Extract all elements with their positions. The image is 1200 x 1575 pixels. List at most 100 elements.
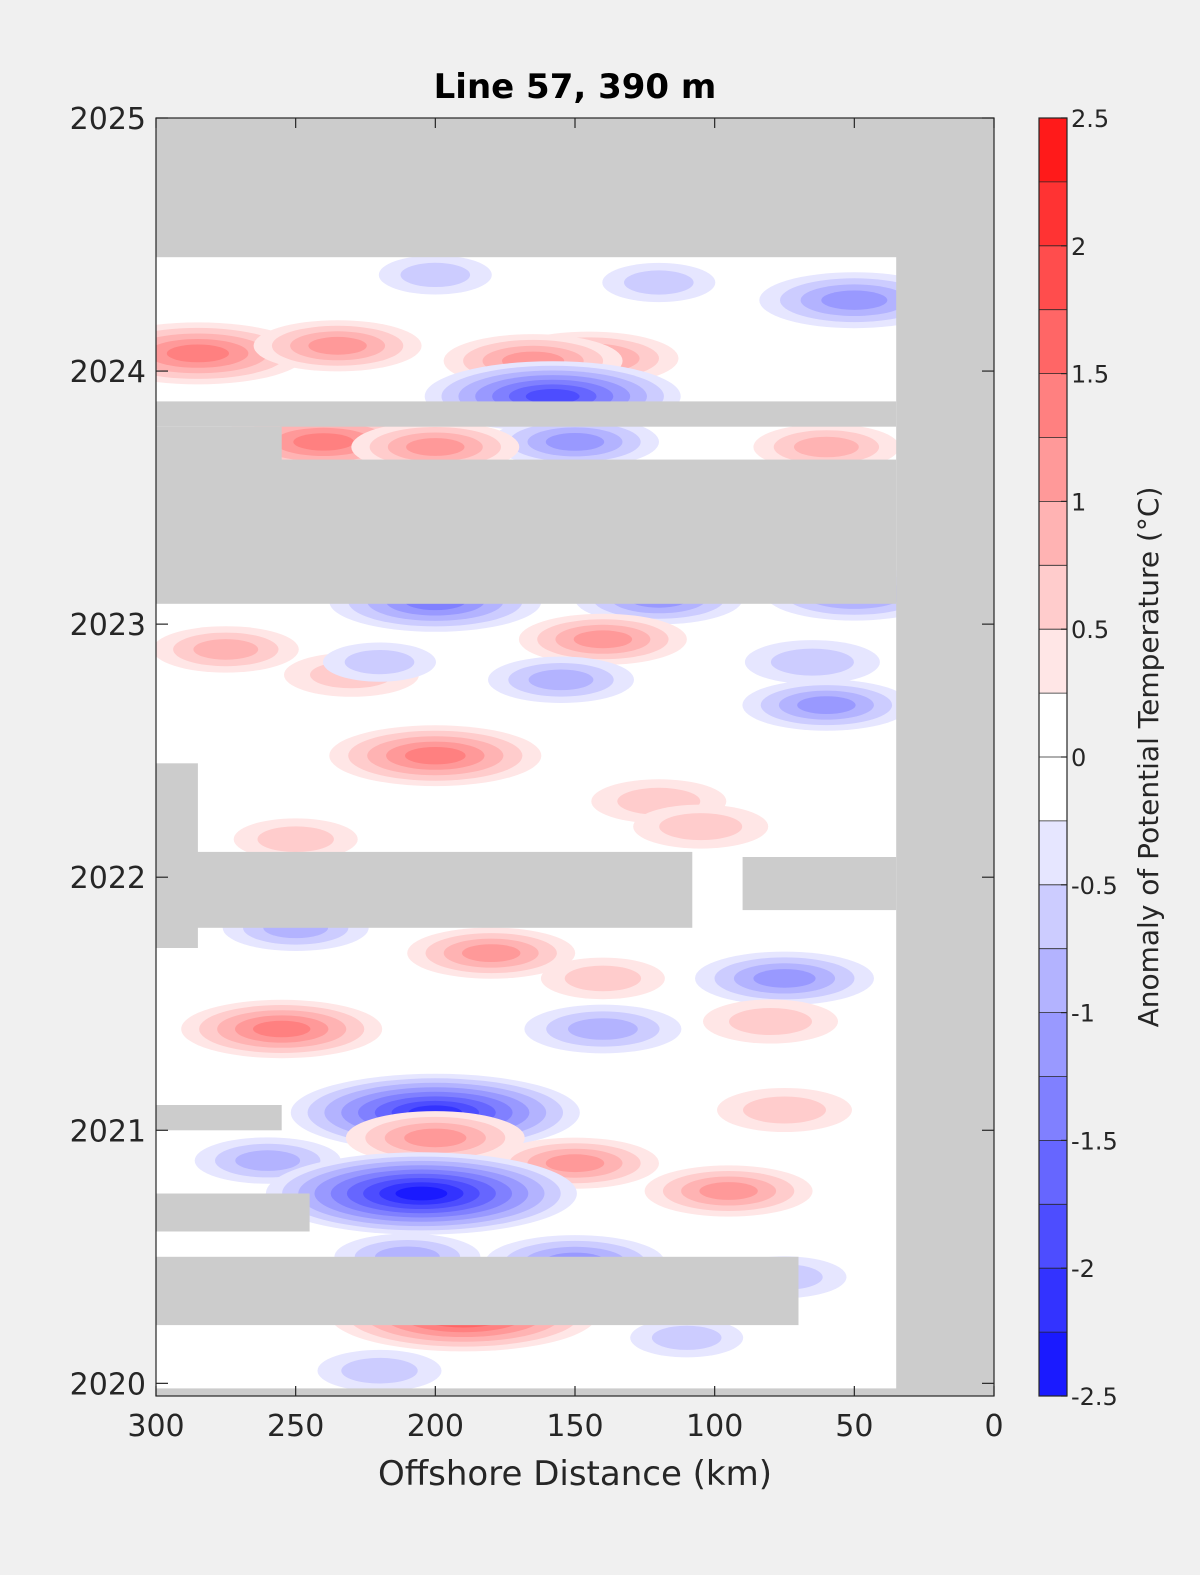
- contour-level: [406, 438, 465, 456]
- x-tick-label: 200: [407, 1409, 464, 1444]
- colorbar-tick-label: 2: [1071, 233, 1086, 261]
- colorbar-segment: [1039, 1268, 1067, 1333]
- anomaly-feature: [491, 1137, 659, 1189]
- contour-level: [395, 1186, 448, 1201]
- colorbar-segment: [1039, 181, 1067, 246]
- anomaly-feature: [630, 1318, 744, 1358]
- anomaly-feature: [633, 804, 769, 849]
- anomaly-feature: [378, 255, 492, 295]
- colorbar-tick-label: 0.5: [1071, 616, 1109, 644]
- x-axis: 300 250 200 150 100 50 0: [127, 118, 1004, 1444]
- contour-level: [341, 1357, 418, 1384]
- contour-level: [405, 747, 466, 765]
- x-tick-label: 0: [984, 1409, 1003, 1444]
- y-tick-label: 2020: [70, 1367, 146, 1402]
- anomaly-feature: [518, 613, 687, 665]
- missing-data-region: [156, 763, 198, 948]
- contour-level: [193, 639, 259, 660]
- contour-level: [528, 669, 594, 691]
- contour-level: [797, 696, 856, 714]
- y-tick-label: 2021: [70, 1114, 146, 1149]
- colorbar-tick-label: -1.5: [1071, 1127, 1118, 1155]
- contour-level: [308, 336, 367, 355]
- y-tick-label: 2022: [70, 861, 146, 896]
- anomaly-feature: [181, 999, 383, 1059]
- colorbar-segment: [1039, 118, 1067, 182]
- anomaly-feature: [323, 642, 436, 682]
- anomaly-feature: [345, 1111, 525, 1165]
- x-tick-label: 250: [267, 1409, 324, 1444]
- contour-level: [568, 1018, 638, 1040]
- missing-data-region: [896, 118, 994, 1396]
- colorbar-segment: [1039, 693, 1067, 757]
- missing-data-region: [156, 426, 282, 478]
- contour-level: [770, 648, 854, 676]
- anomaly-feature: [644, 1165, 813, 1217]
- missing-data-region: [156, 459, 897, 604]
- colorbar-tick-label: -0.5: [1071, 872, 1118, 900]
- anomaly-feature: [753, 423, 900, 471]
- contour-level: [743, 1096, 826, 1124]
- contour-level: [404, 1128, 467, 1148]
- colorbar-segment: [1039, 373, 1067, 438]
- missing-data-region: [156, 118, 994, 258]
- missing-data-region: [742, 857, 897, 911]
- missing-data-region: [156, 1105, 282, 1131]
- anomaly-feature: [695, 951, 874, 1006]
- colorbar-segment: [1039, 629, 1067, 694]
- contour-level: [651, 1325, 722, 1350]
- contour-level: [564, 965, 642, 992]
- contour-level: [699, 1182, 758, 1200]
- anomaly-feature: [253, 320, 422, 372]
- anomaly-feature: [407, 927, 576, 979]
- colorbar-tick-label: 0: [1071, 744, 1086, 772]
- contour-level: [624, 270, 694, 295]
- colorbar-tick-label: 2.5: [1071, 105, 1109, 133]
- anomaly-feature: [742, 679, 911, 731]
- contour-level: [253, 1020, 311, 1038]
- contour-level: [545, 433, 605, 451]
- contour-level: [729, 1008, 812, 1035]
- colorbar-segment: [1039, 565, 1067, 630]
- y-axis: 2020 2021 2022 2023 2024 2025: [70, 102, 994, 1402]
- anomaly-feature: [488, 656, 634, 703]
- colorbar-axis: -2.5 -2 -1.5 -1 -0.5 0 0.5 1 1.5 2 2.5: [1061, 105, 1118, 1411]
- x-tick-label: 300: [127, 1409, 184, 1444]
- anomaly-feature: [329, 725, 542, 787]
- y-tick-label: 2025: [70, 102, 146, 137]
- anomaly-feature: [156, 626, 299, 673]
- colorbar-segment: [1039, 884, 1067, 949]
- colorbar-tick-label: -2: [1071, 1255, 1095, 1283]
- colorbar-segment: [1039, 1012, 1067, 1077]
- colorbar-segment: [1039, 1204, 1067, 1269]
- colorbar-segment: [1039, 1076, 1067, 1141]
- anomaly-feature: [265, 1152, 577, 1235]
- colorbar-segment: [1039, 245, 1067, 310]
- anomaly-feature: [703, 999, 838, 1044]
- missing-data-region: [156, 1193, 310, 1232]
- contour-level: [257, 826, 334, 852]
- contour-level: [235, 1150, 301, 1171]
- anomaly-feature: [540, 957, 665, 1000]
- anomaly-feature: [317, 1349, 442, 1392]
- colorbar-tick-label: -2.5: [1071, 1383, 1118, 1411]
- x-axis-title: Offshore Distance (km): [378, 1454, 772, 1494]
- y-tick-label: 2023: [70, 608, 146, 643]
- colorbar-tick-label: 1.5: [1071, 361, 1109, 389]
- colorbar-tick-label: 1: [1071, 488, 1086, 516]
- contour-level: [545, 1154, 605, 1173]
- colorbar-segment: [1039, 757, 1067, 821]
- colorbar-title: Anomaly of Potential Temperature (°C): [1132, 487, 1165, 1028]
- missing-data-region: [156, 851, 693, 928]
- contour-level: [794, 436, 859, 458]
- contour-level: [525, 389, 580, 404]
- missing-data-region: [156, 1256, 799, 1326]
- colorbar-segment: [1039, 437, 1067, 502]
- anomaly-feature: [717, 1088, 852, 1132]
- colorbar-segment: [1039, 820, 1067, 885]
- contour-level: [166, 344, 229, 363]
- y-tick-label: 2024: [70, 355, 146, 390]
- colorbar-segment: [1039, 1140, 1067, 1205]
- contour-level: [462, 944, 521, 962]
